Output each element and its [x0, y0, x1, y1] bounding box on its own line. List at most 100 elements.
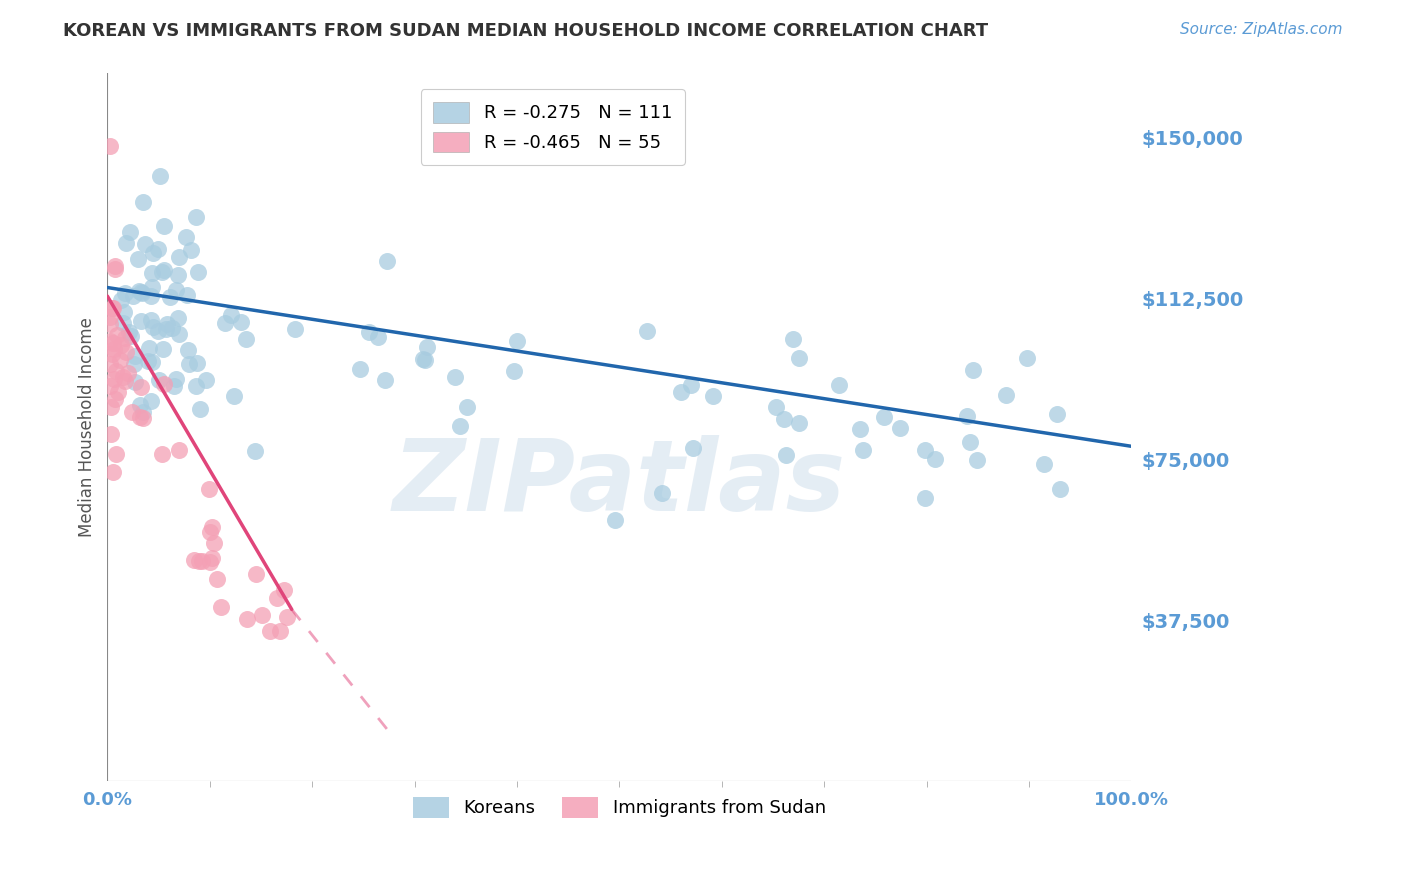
Point	[124, 375, 146, 389]
Point	[104, 261, 127, 276]
Point	[201, 551, 224, 566]
Point	[129, 314, 152, 328]
Point	[243, 444, 266, 458]
Point	[416, 340, 439, 354]
Point	[174, 230, 197, 244]
Point	[506, 334, 529, 349]
Point	[141, 279, 163, 293]
Point	[772, 412, 794, 426]
Point	[235, 332, 257, 346]
Point	[146, 324, 169, 338]
Point	[413, 352, 436, 367]
Point	[682, 442, 704, 456]
Point	[103, 336, 125, 351]
Point	[914, 491, 936, 505]
Point	[266, 591, 288, 605]
Point	[128, 285, 150, 299]
Point	[994, 388, 1017, 402]
Text: Source: ZipAtlas.com: Source: ZipAtlas.com	[1180, 22, 1343, 37]
Point	[165, 284, 187, 298]
Point	[169, 326, 191, 341]
Point	[828, 378, 851, 392]
Point	[787, 351, 810, 365]
Point	[205, 573, 228, 587]
Point	[914, 443, 936, 458]
Point	[100, 139, 122, 153]
Point	[98, 334, 121, 348]
Point	[849, 422, 872, 436]
Point	[219, 308, 242, 322]
Point	[222, 389, 245, 403]
Point	[250, 607, 273, 622]
Point	[374, 373, 396, 387]
Point	[349, 362, 371, 376]
Point	[114, 286, 136, 301]
Point	[775, 448, 797, 462]
Point	[155, 322, 177, 336]
Point	[141, 355, 163, 369]
Point	[156, 318, 179, 332]
Point	[112, 370, 135, 384]
Point	[702, 389, 724, 403]
Point	[503, 364, 526, 378]
Point	[98, 379, 121, 393]
Point	[141, 289, 163, 303]
Point	[129, 399, 152, 413]
Point	[259, 624, 281, 638]
Point	[159, 290, 181, 304]
Point	[449, 419, 471, 434]
Point	[186, 211, 208, 225]
Point	[198, 555, 221, 569]
Point	[782, 333, 804, 347]
Point	[367, 330, 389, 344]
Point	[98, 357, 121, 371]
Point	[111, 316, 134, 330]
Point	[167, 442, 190, 457]
Point	[852, 442, 875, 457]
Point	[118, 226, 141, 240]
Point	[142, 320, 165, 334]
Point	[180, 243, 202, 257]
Point	[184, 379, 207, 393]
Point	[105, 327, 128, 342]
Text: ZIPatlas: ZIPatlas	[392, 435, 846, 533]
Point	[651, 485, 673, 500]
Point	[101, 347, 124, 361]
Point	[377, 253, 399, 268]
Point	[138, 341, 160, 355]
Point	[142, 246, 165, 260]
Point	[150, 265, 173, 279]
Point	[107, 385, 129, 400]
Point	[176, 288, 198, 302]
Point	[114, 235, 136, 250]
Point	[103, 342, 125, 356]
Point	[209, 599, 232, 614]
Point	[150, 446, 173, 460]
Point	[959, 434, 981, 449]
Point	[198, 482, 221, 496]
Point	[139, 394, 162, 409]
Point	[188, 402, 211, 417]
Point	[177, 357, 200, 371]
Point	[167, 268, 190, 283]
Legend: Koreans, Immigrants from Sudan: Koreans, Immigrants from Sudan	[405, 789, 834, 825]
Point	[118, 325, 141, 339]
Point	[669, 384, 692, 399]
Point	[269, 624, 291, 638]
Point	[110, 293, 132, 307]
Point	[122, 357, 145, 371]
Point	[101, 301, 124, 315]
Point	[153, 376, 176, 391]
Point	[121, 405, 143, 419]
Point	[124, 349, 146, 363]
Point	[103, 392, 125, 406]
Point	[165, 371, 187, 385]
Point	[114, 375, 136, 389]
Point	[787, 416, 810, 430]
Point	[101, 466, 124, 480]
Point	[131, 286, 153, 301]
Y-axis label: Median Household Income: Median Household Income	[79, 317, 96, 537]
Point	[146, 242, 169, 256]
Point	[114, 331, 136, 345]
Point	[191, 554, 214, 568]
